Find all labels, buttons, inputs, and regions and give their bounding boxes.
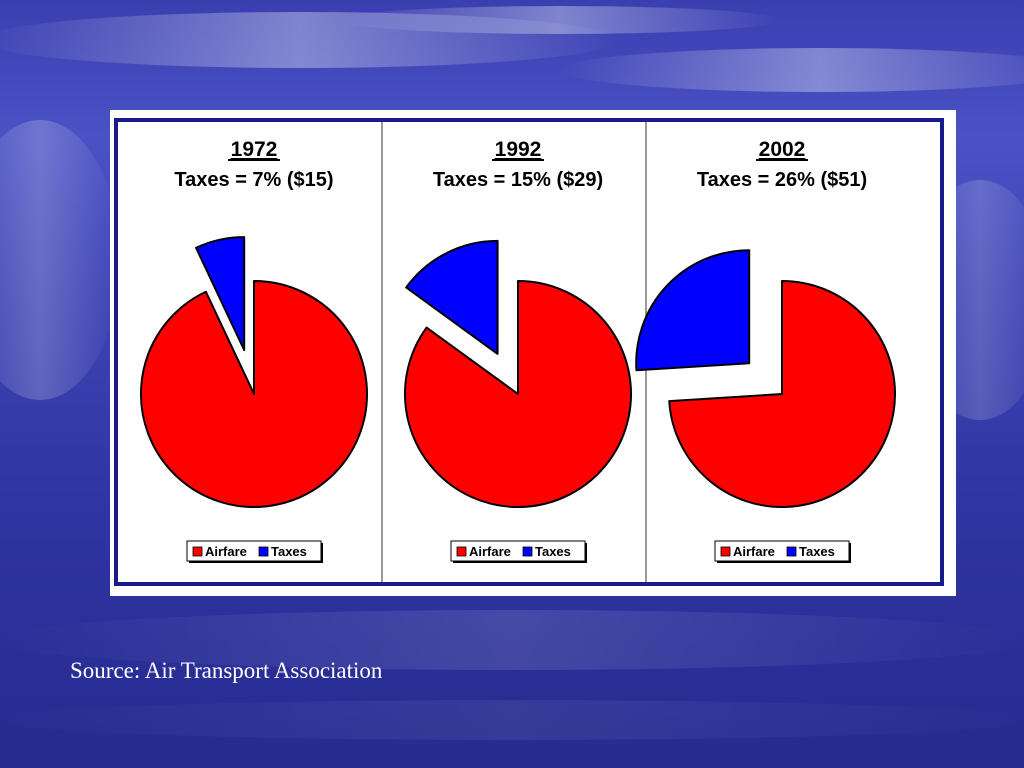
- pie-slice-airfare: [404, 280, 632, 508]
- legend-box: [714, 540, 850, 562]
- chart-title: 2002: [759, 138, 806, 161]
- pie-charts-figure: 1972 Taxes = 7% ($15) Airfare Taxes 1992 Taxe…: [114, 118, 944, 586]
- chart-subtitle: Taxes = 26% ($51): [697, 169, 867, 191]
- legend-label-taxes: Taxes: [271, 544, 307, 559]
- chart-panel: 1972 Taxes = 7% ($15) Airfare Taxes 1992 Taxe…: [110, 110, 956, 596]
- legend-label-airfare: Airfare: [205, 544, 247, 559]
- chart-subtitle: Taxes = 15% ($29): [433, 169, 603, 191]
- chart-title: 1992: [495, 138, 542, 161]
- chart-subtitle: Taxes = 7% ($15): [174, 169, 333, 191]
- pie-slice-taxes: [405, 239, 499, 355]
- pie-chart-2002: 2002 Taxes = 26% ($51) Airfare Taxes: [635, 122, 896, 582]
- pie-chart-1992: 1992 Taxes = 15% ($29) Airfare Taxes: [381, 122, 632, 582]
- chart-title: 1972: [231, 138, 278, 161]
- legend-swatch-taxes: [522, 546, 533, 557]
- legend-box: [450, 540, 586, 562]
- legend-swatch-taxes: [258, 546, 269, 557]
- legend-label-taxes: Taxes: [799, 544, 835, 559]
- legend-box: [186, 540, 322, 562]
- chart-frame: [114, 118, 944, 586]
- legend-swatch-airfare: [456, 546, 467, 557]
- chart-legend: Airfare Taxes: [450, 540, 587, 563]
- source-caption: Source: Air Transport Association: [70, 658, 383, 683]
- pie-slice-taxes: [195, 236, 246, 352]
- legend-swatch-airfare: [720, 546, 731, 557]
- legend-label-taxes: Taxes: [535, 544, 571, 559]
- chart-legend: Airfare Taxes: [186, 540, 323, 563]
- legend-swatch-taxes: [786, 546, 797, 557]
- pie-slice-airfare: [140, 280, 368, 508]
- legend-swatch-airfare: [192, 546, 203, 557]
- legend-label-airfare: Airfare: [469, 544, 511, 559]
- pie-slice-airfare: [668, 280, 896, 508]
- pie-slice-taxes: [635, 249, 751, 372]
- pie-chart-1972: 1972 Taxes = 7% ($15) Airfare Taxes: [140, 138, 368, 563]
- legend-label-airfare: Airfare: [733, 544, 775, 559]
- chart-legend: Airfare Taxes: [714, 540, 851, 563]
